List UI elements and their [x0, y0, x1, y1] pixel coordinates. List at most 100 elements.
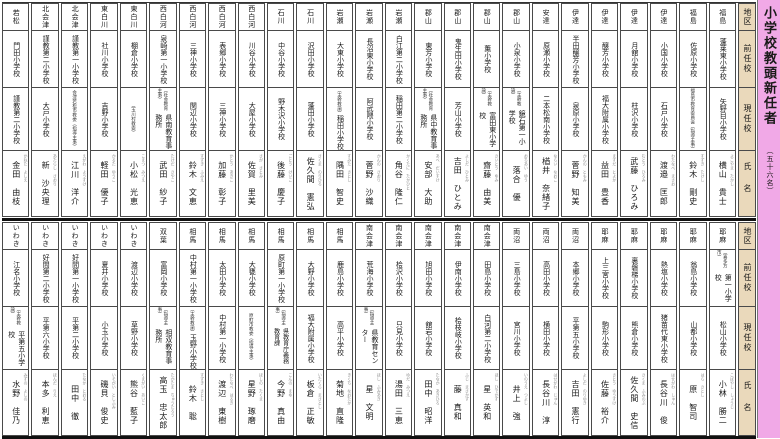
person-name: 板倉 正敏 — [306, 380, 316, 425]
section-divider — [2, 218, 756, 221]
assignment-note: 原町市教委（指導主事） — [249, 313, 255, 363]
district-label: 若松 — [12, 9, 20, 25]
entry-column: いわき 夏井小学校 小玉小学校 磯貝 俊史 いそがい としふみ — [90, 222, 118, 436]
district-cell: 郡山 — [444, 4, 470, 31]
district-label: 福島 — [718, 9, 726, 25]
city-note: （喜多方市） — [717, 250, 729, 268]
header-cell-current-school: 現任校 — [738, 307, 755, 370]
name-cell: 小松 光恵 こまつ みつえ — [121, 151, 146, 216]
previous-school-cell: 三島小学校 — [503, 250, 529, 307]
person-name: 菅野 知美 — [571, 161, 581, 206]
header-cell-previous-school: 前任校 — [738, 250, 755, 307]
previous-school-cell: 原町第一小学校 — [267, 250, 294, 307]
school-name: 裏磐梯小学校 — [630, 257, 638, 299]
school-name: 醸芳小学校 — [601, 41, 609, 77]
district-label: 両沼 — [542, 228, 550, 244]
previous-school-cell: 本郷小学校 — [562, 250, 588, 307]
previous-school-cell: 三神小学校 — [179, 31, 206, 88]
previous-school-cell: 大甕小学校 — [238, 250, 264, 307]
current-school-cell: 熊倉小学校 — [621, 307, 647, 370]
name-cell: 佐久間 憲弘 さくま のりひろ — [297, 151, 323, 216]
current-school-cell: 只見小学校 — [385, 307, 412, 370]
person-name: 鈴木 剛史 — [688, 161, 698, 206]
furigana-label: たなか とおる — [82, 373, 88, 401]
entry-column: 相馬 鹿島小学校 高平小学校 菊地 直隆 きくち なおたか — [325, 222, 354, 436]
entry-column: 相馬 大野小学校 福大附属小学校 板倉 正敏 いたくら まさとし — [296, 222, 324, 436]
current-school-cell: （指導主事） 県教育庁義務教育課 — [267, 307, 294, 370]
person-name: 佐久間 憲弘 — [306, 156, 316, 211]
previous-school-cell: 社川小学校 — [91, 31, 117, 88]
district-cell: 南会津 — [444, 223, 470, 250]
district-label: 福島 — [689, 9, 697, 25]
header-label: 地区 — [742, 8, 752, 26]
entry-column: 相馬 原町第一小学校 （指導主事） 県教育庁義務教育課 今野 真由 こんの まゆ — [266, 222, 295, 436]
header-label: 現任校 — [742, 323, 752, 353]
name-cell: 渡邉 匡郎 わたなべ まさお — [651, 151, 676, 216]
entry-column: 南会津 旭田小学校 舘岩小学校 田中 昭洋 たなか あきひろ — [414, 222, 442, 436]
school-name: 富岡小学校 — [159, 260, 167, 296]
school-name: 蓬田小学校 — [307, 101, 315, 137]
school-name: 小泉小学校 — [513, 41, 521, 77]
district-cell: 南会津 — [415, 223, 441, 250]
current-school-cell: 平第六小学校 — [32, 307, 58, 370]
person-name: 角谷 隆仁 — [394, 161, 404, 206]
person-name: 吉田 憲行 — [571, 380, 581, 425]
school-name: 本郷小学校 — [572, 260, 580, 296]
district-label: 東白川 — [100, 5, 108, 29]
person-name: 安部 大助 — [423, 161, 433, 206]
entry-column: 耶麻 裏磐梯小学校 熊倉小学校 佐久間 史信 さくま ふみのぶ — [620, 222, 648, 436]
name-cell: 角谷 隆仁 かくたに たかひと — [386, 151, 411, 216]
previous-school-cell: 旭田小学校 — [415, 250, 441, 307]
furigana-label: おちあい ゆう — [523, 154, 529, 182]
district-label: 双葉 — [159, 228, 167, 244]
district-label: 西白河 — [247, 5, 255, 29]
district-label: 西白河 — [218, 5, 226, 29]
school-name: 猪苗代東小学校 — [660, 313, 668, 363]
current-school-cell: 蓬田小学校 — [297, 88, 323, 151]
district-label: 伊達 — [630, 9, 638, 25]
current-school-cell: （主幹教諭） 玉野小学校 — [179, 307, 206, 370]
name-cell: 星 文明 ほし ふみあき — [356, 370, 382, 435]
district-label: 郡山 — [483, 9, 491, 25]
post-note: （社会教育主事） — [422, 88, 434, 111]
previous-school-cell: 中谷小学校 — [267, 31, 294, 88]
district-cell: 岩瀬 — [385, 4, 412, 31]
entry-column: いわき 好間第一小学校 平第二小学校 田中 徹たなか とおる — [60, 222, 89, 436]
entry-column: 東白川 棚倉小学校 （玉川村教委） 小松 光恵 こまつ みつえ — [119, 3, 148, 217]
school-name: 旭田小学校 — [424, 260, 432, 296]
assignment-note: 会津若松市教委（指導主事） — [72, 89, 78, 149]
previous-school-cell: 好間第一小学校 — [61, 250, 88, 307]
previous-school-cell: 蓬莱東小学校 — [709, 31, 735, 88]
current-school-cell: 駒形小学校 — [591, 307, 618, 370]
district-label: 郡山 — [512, 9, 520, 25]
person-name: 金田 由枝 — [11, 161, 21, 206]
district-label: 南会津 — [483, 224, 491, 248]
post-note: （主幹教諭） — [481, 88, 493, 106]
district-label: 耶麻 — [659, 228, 667, 244]
district-label: 郡山 — [424, 9, 432, 25]
name-cell: 今野 真由 こんの まゆ — [268, 370, 294, 435]
district-cell: 北会津 — [32, 4, 58, 31]
district-cell: 耶麻 — [650, 223, 677, 250]
post-note: （指導主事） — [275, 307, 287, 325]
furigana-label: いたくら まさとし — [317, 373, 323, 409]
person-name: 佐賀 里美 — [247, 161, 257, 206]
previous-school-cell: 表郷小学校 — [209, 31, 235, 88]
name-cell: 長谷川 俊はせがわ しゅん — [651, 370, 676, 435]
school-name: 桧沢小学校 — [395, 260, 403, 296]
school-name: 平第五小学校 — [7, 331, 25, 367]
school-name: 長沼東小学校 — [365, 38, 373, 80]
furigana-label: こまつ みつえ — [141, 154, 147, 182]
entry-column: いわき 渡辺小学校 草野小学校 熊谷 藍子 くまがい あいこ — [119, 222, 148, 436]
section-bottom: いわき 江名小学校 （主幹教諭） 平第五小学校 水野 佳乃 みずの よしの いわき 好間第二小… — [2, 222, 756, 436]
entry-column: 伊達 醸芳小学校 福大附属小学校 益田 豊香 ますだ とよか — [590, 3, 619, 217]
current-school-cell: （主幹教諭） 平第五小学校 — [3, 307, 29, 370]
header-cell-district: 地区 — [738, 4, 755, 31]
school-name: 県教育センター — [360, 329, 378, 365]
entry-column: 若松 門田小学校 謹教第二小学校 金田 由枝 かねた よしえ — [2, 3, 30, 217]
district-cell: 相馬 — [209, 223, 235, 250]
district-cell: 岩瀬 — [356, 4, 382, 31]
furigana-label: くまがい あいこ — [141, 373, 147, 405]
furigana-label: わたなべ はるき — [229, 373, 235, 405]
furigana-label: かんの ともみ — [582, 154, 588, 182]
